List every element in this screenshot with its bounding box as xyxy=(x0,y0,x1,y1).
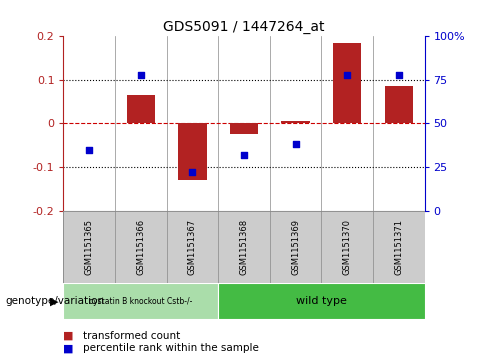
Text: ▶: ▶ xyxy=(50,296,59,306)
Text: ■: ■ xyxy=(63,331,74,341)
Point xyxy=(395,72,403,78)
Text: GSM1151371: GSM1151371 xyxy=(394,219,403,275)
Text: GSM1151369: GSM1151369 xyxy=(291,219,300,275)
Text: GSM1151370: GSM1151370 xyxy=(343,219,352,275)
Text: GSM1151365: GSM1151365 xyxy=(85,219,94,275)
Bar xyxy=(178,123,206,180)
Point xyxy=(292,142,300,147)
Text: ■: ■ xyxy=(63,343,74,354)
Text: cystatin B knockout Cstb-/-: cystatin B knockout Cstb-/- xyxy=(89,297,192,306)
Bar xyxy=(230,123,258,134)
Point xyxy=(188,169,196,175)
Text: percentile rank within the sample: percentile rank within the sample xyxy=(83,343,259,354)
Bar xyxy=(127,95,155,123)
Text: genotype/variation: genotype/variation xyxy=(5,296,104,306)
Point xyxy=(240,152,248,158)
Bar xyxy=(63,283,218,319)
Bar xyxy=(333,43,362,123)
Title: GDS5091 / 1447264_at: GDS5091 / 1447264_at xyxy=(163,20,325,34)
Bar xyxy=(218,283,425,319)
Bar xyxy=(282,121,310,123)
Bar xyxy=(385,86,413,123)
Point xyxy=(343,72,351,78)
Point xyxy=(137,72,145,78)
Text: GSM1151366: GSM1151366 xyxy=(136,219,145,275)
Point xyxy=(85,147,93,152)
Text: GSM1151367: GSM1151367 xyxy=(188,219,197,275)
Text: transformed count: transformed count xyxy=(83,331,180,341)
Text: GSM1151368: GSM1151368 xyxy=(240,219,248,275)
Text: wild type: wild type xyxy=(296,296,347,306)
